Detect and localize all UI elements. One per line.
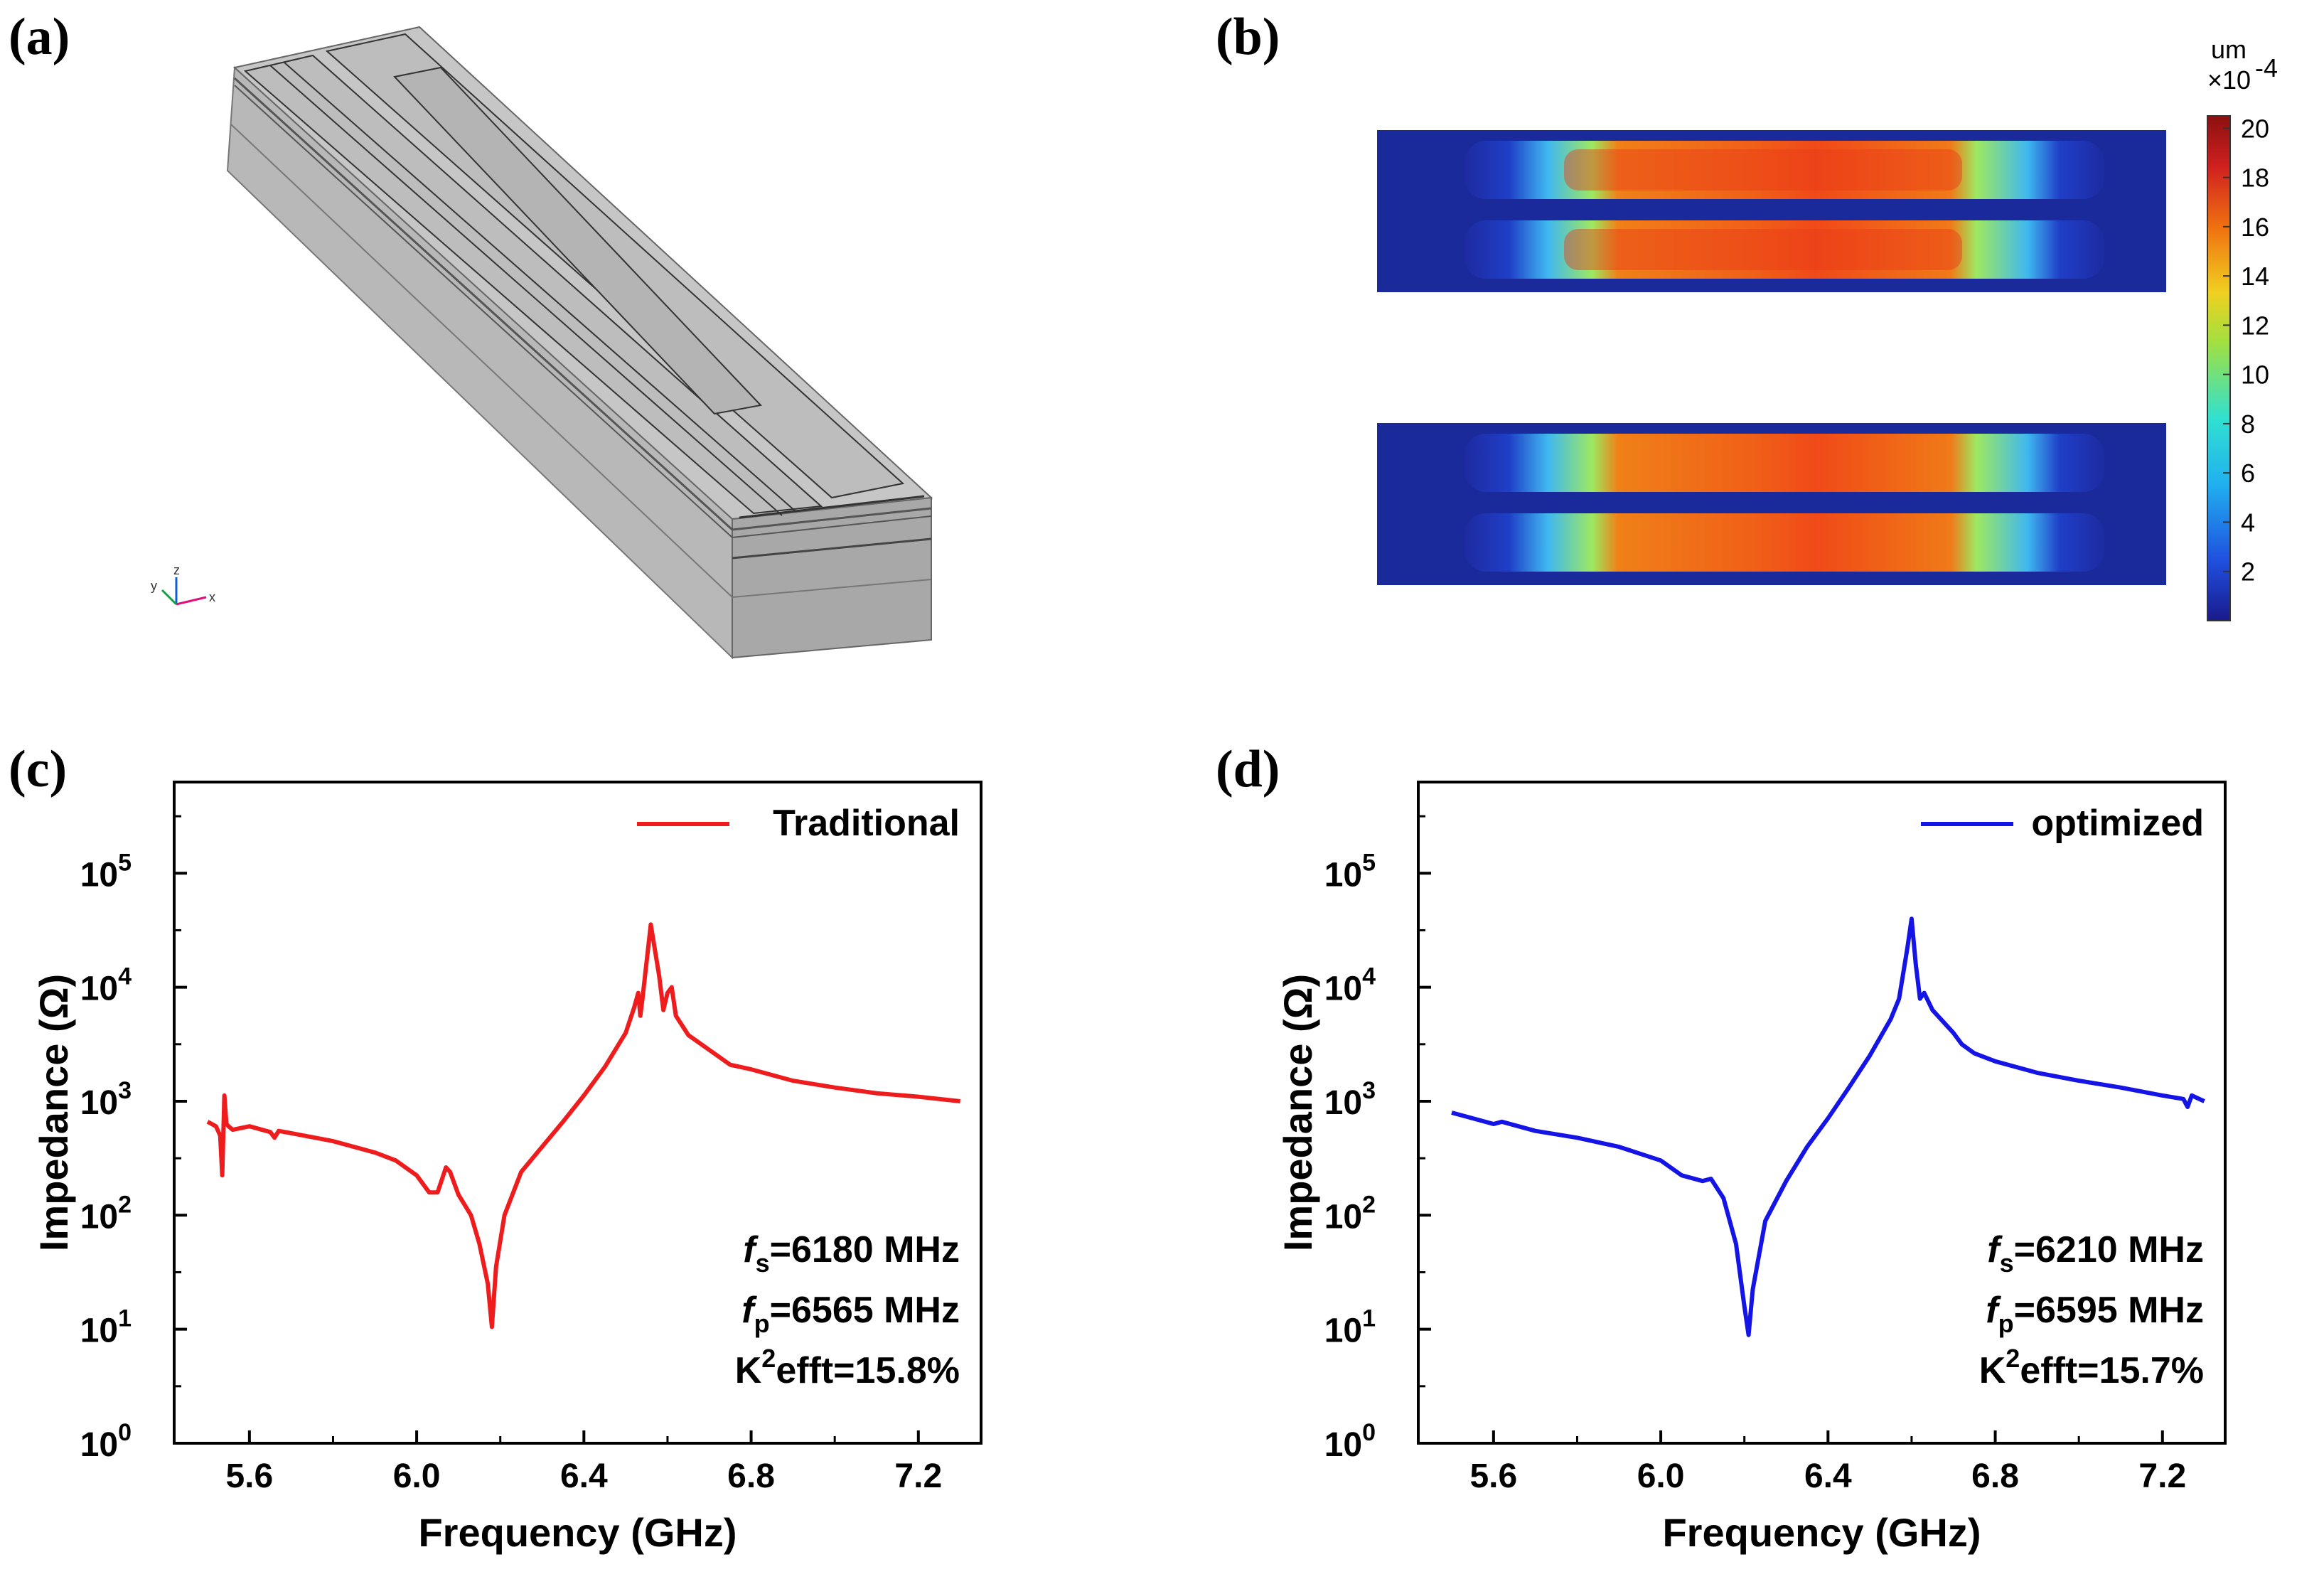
x-tick-label: 6.4 bbox=[560, 1457, 608, 1495]
y-tick-label: 102 bbox=[80, 1191, 132, 1236]
chart-d: 5.6 6.0 6.4 6.8 7.2100101102103104105Frequen… bbox=[1275, 781, 2227, 1555]
annotation-symbol: K bbox=[1979, 1350, 2006, 1391]
y-tick-label: 100 bbox=[1324, 1419, 1376, 1464]
x-tick-label: 7.2 bbox=[894, 1457, 942, 1495]
annotation-value: =6565 MHz bbox=[770, 1290, 960, 1331]
panel-label-d: (d) bbox=[1216, 740, 1280, 798]
x-tick-label: 5.6 bbox=[1469, 1457, 1517, 1495]
y-tick-label: 105 bbox=[1324, 849, 1376, 894]
y-tick-exp: 3 bbox=[1362, 1077, 1376, 1104]
y-tick-label: 104 bbox=[1324, 963, 1376, 1008]
y-tick-exp: 5 bbox=[118, 849, 132, 876]
y-tick-label: 101 bbox=[1324, 1305, 1376, 1350]
y-tick-base: 10 bbox=[80, 1426, 118, 1464]
annotation-superscript: 2 bbox=[761, 1344, 776, 1373]
x-axis-label: Frequency (GHz) bbox=[418, 1510, 737, 1555]
y-tick-label: 105 bbox=[80, 849, 132, 894]
x-tick-label: 6.4 bbox=[1804, 1457, 1852, 1495]
annotation-2: K2efft=15.8% bbox=[735, 1344, 960, 1391]
y-tick-base: 10 bbox=[1324, 1426, 1362, 1464]
annotation-symbol: f bbox=[743, 1229, 759, 1270]
x-axis-label: Frequency (GHz) bbox=[1662, 1510, 1981, 1555]
y-tick-base: 10 bbox=[80, 1084, 118, 1122]
y-tick-base: 10 bbox=[80, 970, 118, 1008]
y-tick-exp: 4 bbox=[118, 963, 132, 990]
annotation-subscript: s bbox=[2000, 1248, 2014, 1278]
annotation-value: efft=15.8% bbox=[776, 1350, 960, 1391]
annotation-1: fp=6595 MHz bbox=[1986, 1290, 2204, 1338]
y-tick-label: 104 bbox=[80, 963, 132, 1008]
annotation-1: fp=6565 MHz bbox=[741, 1290, 960, 1338]
series-line-Traditional bbox=[206, 922, 960, 1329]
y-tick-exp: 0 bbox=[118, 1419, 132, 1446]
annotation-symbol: f bbox=[1986, 1290, 2001, 1331]
y-tick-base: 10 bbox=[1324, 1312, 1362, 1350]
y-tick-label: 103 bbox=[80, 1077, 132, 1122]
annotation-value: =6210 MHz bbox=[2014, 1229, 2204, 1270]
y-tick-label: 101 bbox=[80, 1305, 132, 1350]
y-tick-exp: 1 bbox=[1362, 1305, 1376, 1332]
y-tick-exp: 2 bbox=[1362, 1191, 1376, 1218]
legend-label: optimized bbox=[2031, 803, 2204, 844]
legend-label: Traditional bbox=[773, 803, 960, 844]
x-tick-label: 7.2 bbox=[2138, 1457, 2186, 1495]
x-tick-label: 5.6 bbox=[225, 1457, 273, 1495]
x-tick-label: 6.0 bbox=[1637, 1457, 1685, 1495]
plot-frame bbox=[1417, 781, 2227, 1445]
panel-label-a: (a) bbox=[9, 8, 70, 66]
x-tick-label: 6.0 bbox=[393, 1457, 441, 1495]
x-tick-label: 6.8 bbox=[1971, 1457, 2019, 1495]
panel-label-c: (c) bbox=[9, 740, 68, 798]
y-tick-exp: 1 bbox=[118, 1305, 132, 1332]
chart-c: 5.6 6.0 6.4 6.8 7.2100101102103104105Frequen… bbox=[31, 781, 982, 1555]
annotation-value: =6595 MHz bbox=[2014, 1290, 2204, 1331]
annotation-subscript: s bbox=[756, 1248, 770, 1278]
series-line-optimized bbox=[1451, 916, 2205, 1337]
y-tick-base: 10 bbox=[80, 1312, 118, 1350]
annotation-superscript: 2 bbox=[2006, 1344, 2020, 1373]
y-axis-label: Impedance (Ω) bbox=[1275, 974, 1320, 1251]
y-tick-base: 10 bbox=[80, 1198, 118, 1236]
y-tick-exp: 3 bbox=[118, 1077, 132, 1104]
y-tick-label: 100 bbox=[80, 1419, 132, 1464]
annotation-0: fs=6180 MHz bbox=[743, 1229, 960, 1278]
annotation-subscript: p bbox=[1998, 1309, 2014, 1338]
annotation-value: efft=15.7% bbox=[2020, 1350, 2204, 1391]
annotation-0: fs=6210 MHz bbox=[1987, 1229, 2204, 1278]
y-tick-base: 10 bbox=[1324, 1198, 1362, 1236]
y-tick-base: 10 bbox=[1324, 856, 1362, 894]
annotation-symbol: K bbox=[735, 1350, 762, 1391]
y-axis-label: Impedance (Ω) bbox=[31, 974, 76, 1251]
plot-frame bbox=[173, 781, 982, 1445]
annotation-subscript: p bbox=[754, 1309, 770, 1338]
annotation-symbol: f bbox=[1987, 1229, 2003, 1270]
y-tick-base: 10 bbox=[1324, 970, 1362, 1008]
y-tick-exp: 0 bbox=[1362, 1419, 1376, 1446]
y-tick-label: 103 bbox=[1324, 1077, 1376, 1122]
y-tick-base: 10 bbox=[80, 856, 118, 894]
annotation-value: =6180 MHz bbox=[770, 1229, 960, 1270]
annotation-2: K2efft=15.7% bbox=[1979, 1344, 2204, 1391]
annotation-symbol: f bbox=[741, 1290, 757, 1331]
y-tick-exp: 4 bbox=[1362, 963, 1376, 990]
x-tick-label: 6.8 bbox=[727, 1457, 775, 1495]
y-tick-label: 102 bbox=[1324, 1191, 1376, 1236]
y-tick-base: 10 bbox=[1324, 1084, 1362, 1122]
y-tick-exp: 5 bbox=[1362, 849, 1376, 876]
y-tick-exp: 2 bbox=[118, 1191, 132, 1218]
panel-label-b: (b) bbox=[1216, 8, 1280, 66]
